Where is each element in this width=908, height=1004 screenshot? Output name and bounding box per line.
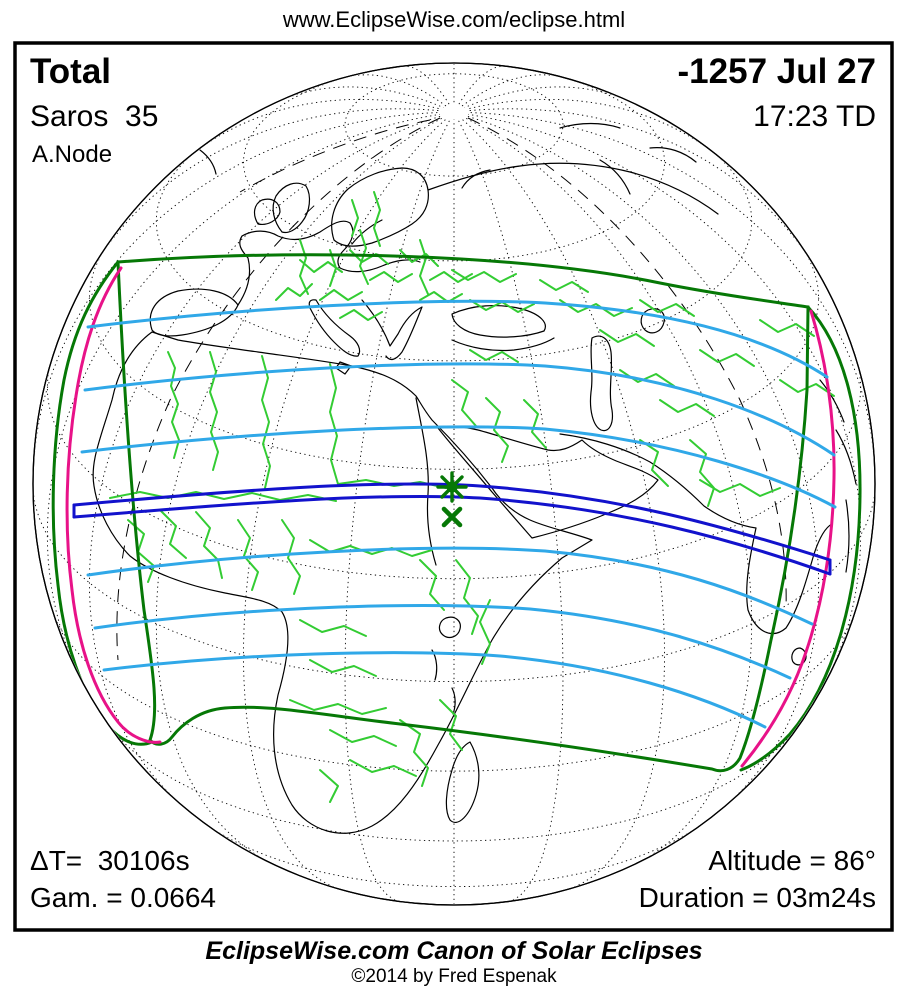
- globe-rim: [32, 62, 876, 906]
- canon-caption: EclipseWise.com Canon of Solar Eclipses: [205, 937, 703, 965]
- sunrise-sunset-curves: [65, 266, 836, 768]
- penumbra-loop: [116, 253, 810, 773]
- eclipse-time: 17:23 TD: [753, 100, 876, 133]
- south-path-limit: [72, 494, 832, 576]
- eclipse-date: -1257 Jul 27: [677, 52, 876, 91]
- copyright-text: ©2014 by Fred Espenak: [351, 966, 557, 987]
- magnitude-curves: [80, 299, 837, 729]
- saros-number: Saros 35: [30, 100, 159, 133]
- north-path-limit: [72, 482, 832, 562]
- node-label: A.Node: [32, 141, 113, 168]
- eclipse-type: Total: [30, 52, 112, 91]
- delta-t-value: ΔT= 30106s: [30, 845, 190, 876]
- greatest-duration-marker: [441, 506, 463, 528]
- sunset-curve: [740, 309, 836, 768]
- duration-value: Duration = 03m24s: [638, 882, 876, 913]
- site-url: www.EclipseWise.com/eclipse.html: [282, 7, 626, 32]
- greatest-eclipse-marker: [436, 471, 468, 503]
- east-outer-limit: [739, 305, 862, 772]
- altitude-value: Altitude = 86°: [708, 845, 876, 876]
- central-path: [72, 482, 832, 576]
- gamma-value: Gam. = 0.0664: [30, 882, 217, 913]
- sunrise-curve: [65, 266, 162, 744]
